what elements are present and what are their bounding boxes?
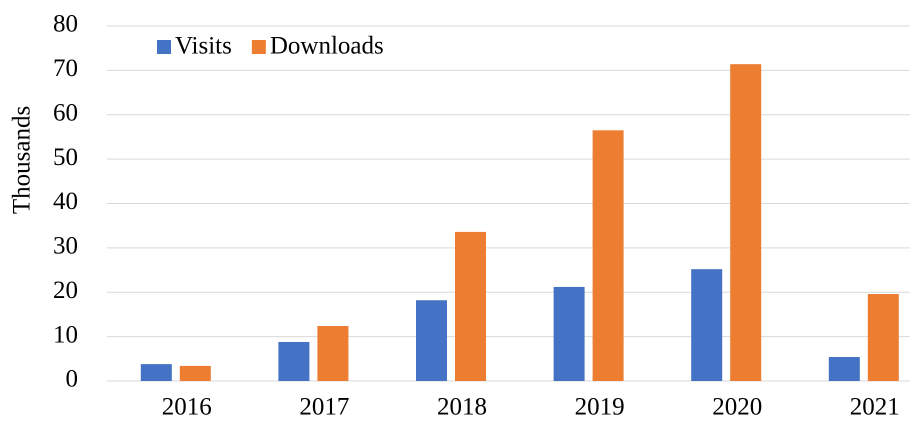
y-tick-label: 70 xyxy=(53,55,78,82)
x-tick-label: 2018 xyxy=(437,394,487,421)
bar xyxy=(592,130,624,381)
legend-swatch xyxy=(157,40,171,54)
y-tick-label: 60 xyxy=(53,99,78,126)
bar xyxy=(416,300,447,381)
x-tick-label: 2021 xyxy=(850,394,900,421)
bar xyxy=(691,269,723,381)
bar xyxy=(140,364,172,381)
bar xyxy=(867,294,899,381)
legend-label: Downloads xyxy=(270,33,384,60)
x-tick-label: 2019 xyxy=(575,394,625,421)
bar xyxy=(828,357,860,381)
y-tick-label: 40 xyxy=(53,188,78,215)
x-tick-label: 2020 xyxy=(712,394,762,421)
y-tick-label: 50 xyxy=(53,144,78,171)
y-axis-label: Thousands xyxy=(9,106,36,214)
y-tick-label: 10 xyxy=(53,321,78,348)
y-tick-label: 0 xyxy=(66,366,79,393)
bar xyxy=(730,64,762,381)
y-tick-label: 80 xyxy=(53,11,78,38)
bar xyxy=(179,365,211,381)
bar xyxy=(278,341,310,381)
bar xyxy=(455,231,486,381)
bar xyxy=(317,325,349,381)
bar xyxy=(553,286,585,381)
x-tick-label: 2016 xyxy=(162,394,212,421)
x-tick-label: 2017 xyxy=(299,394,349,421)
y-tick-label: 20 xyxy=(53,277,78,304)
legend-swatch xyxy=(251,40,266,54)
legend-label: Visits xyxy=(175,33,232,60)
y-tick-label: 30 xyxy=(53,233,78,260)
